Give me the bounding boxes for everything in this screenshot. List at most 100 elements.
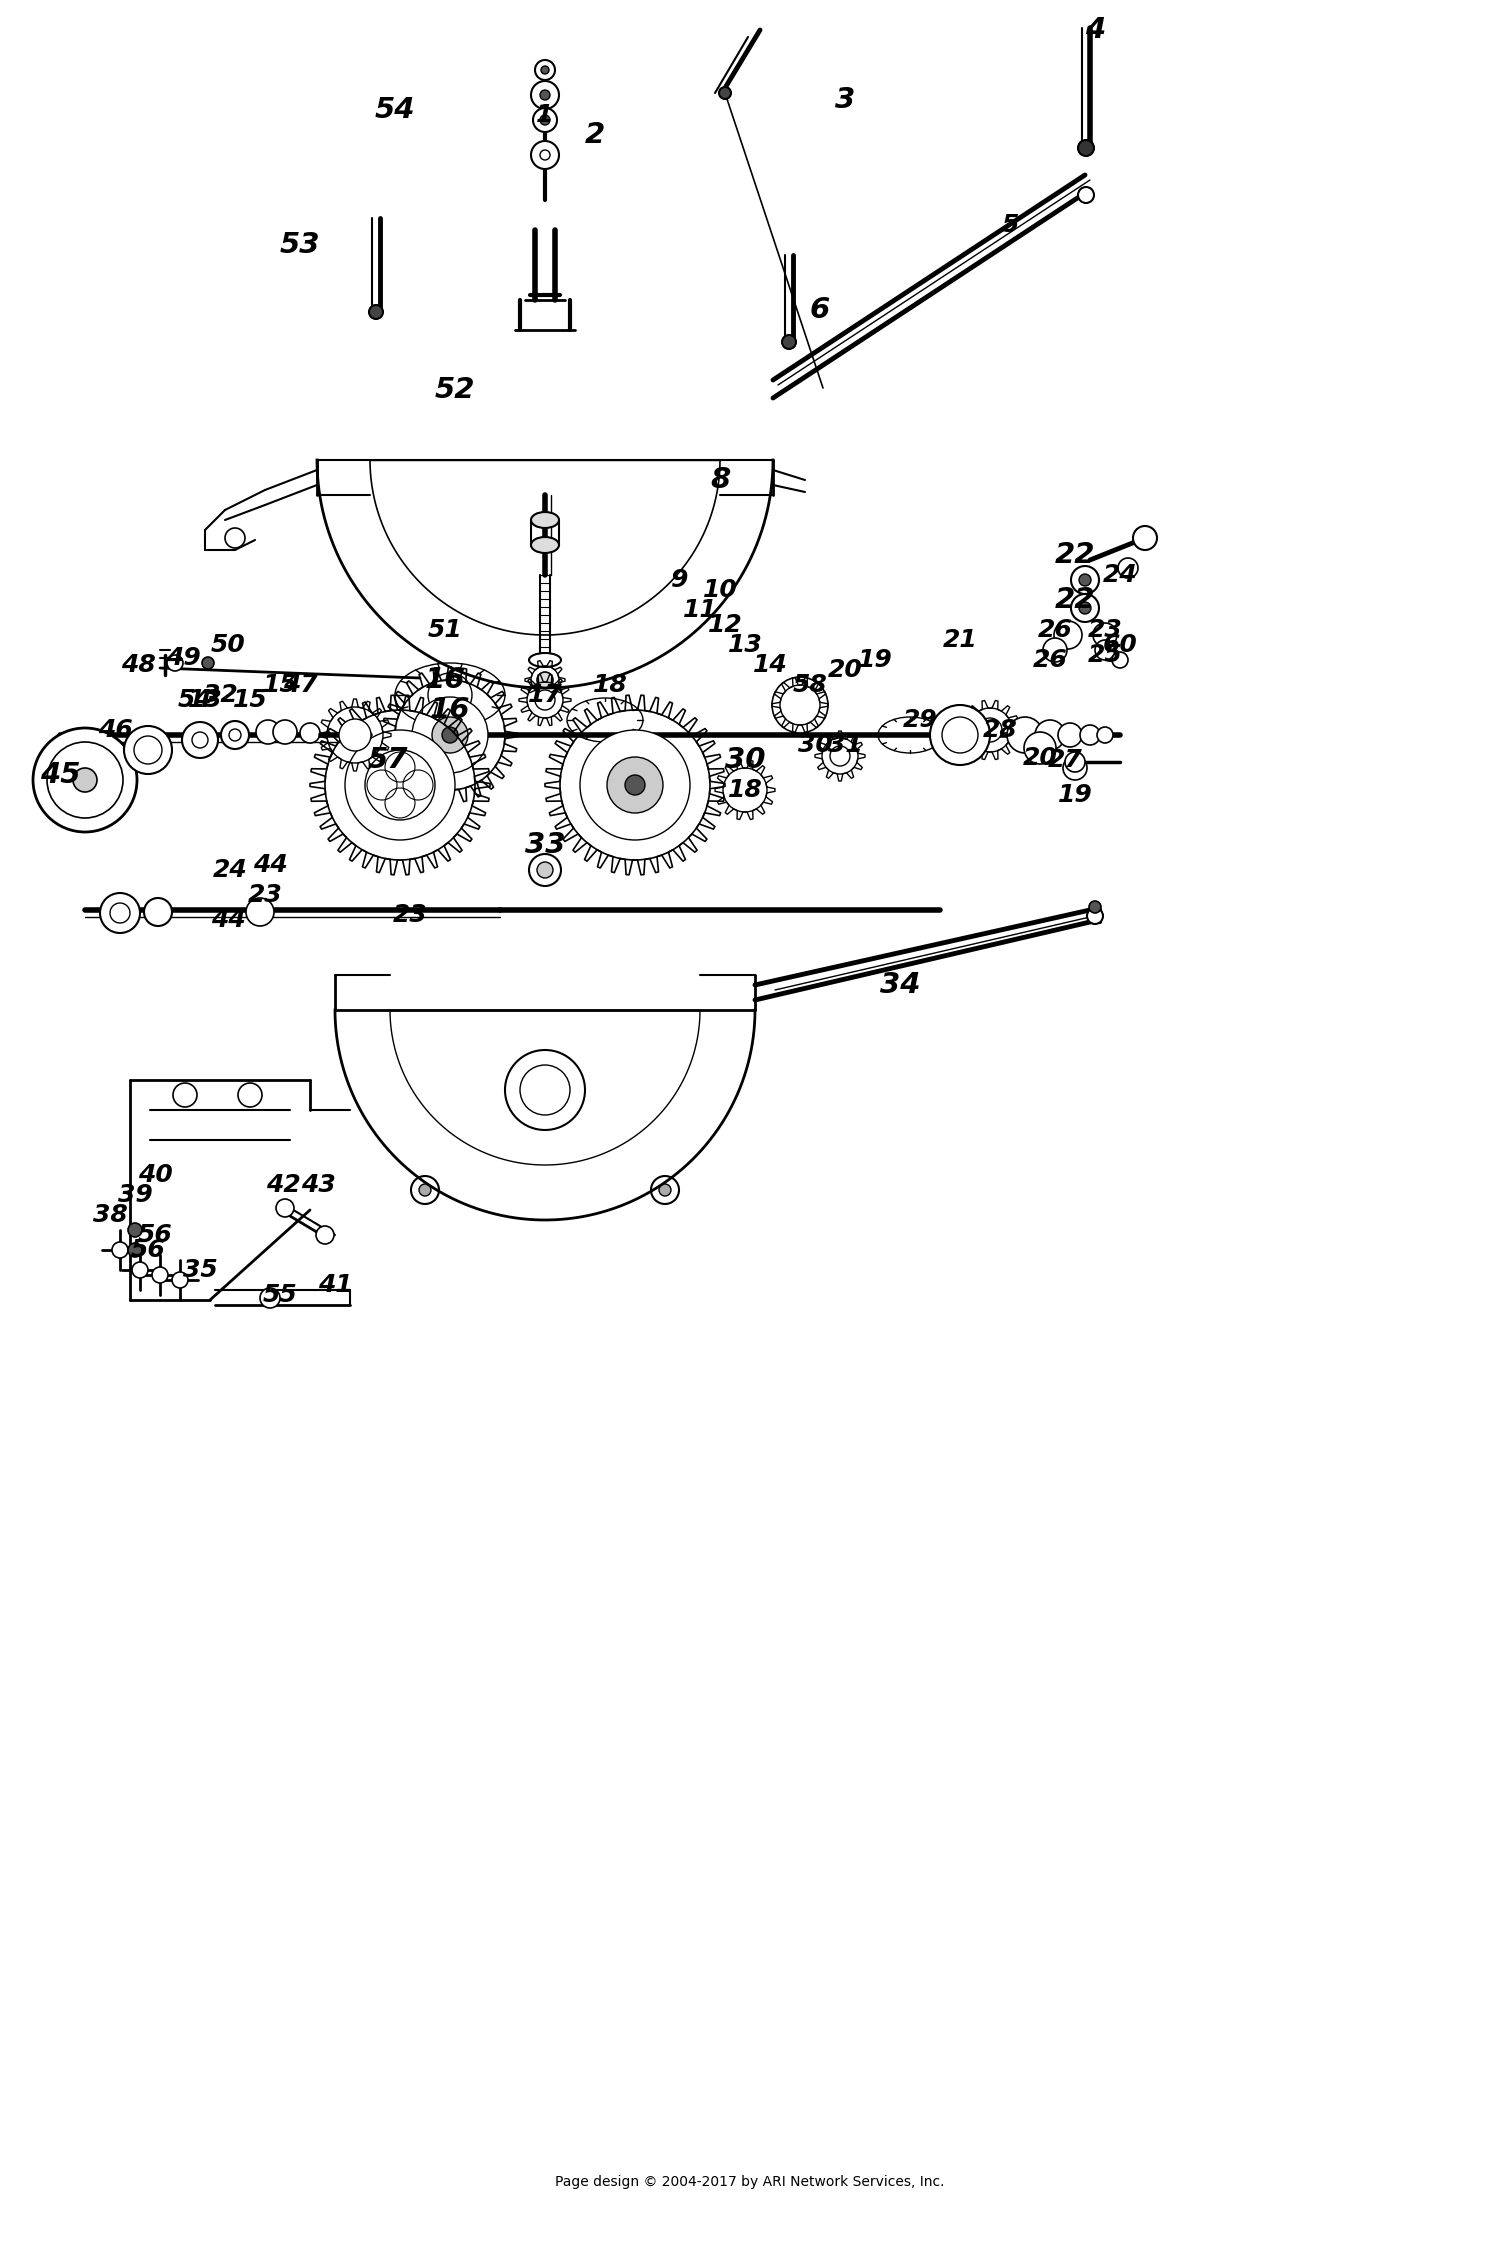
Circle shape (651, 1177, 680, 1204)
Circle shape (1024, 731, 1056, 765)
Text: 23: 23 (393, 904, 427, 926)
Text: 58: 58 (792, 673, 828, 697)
Circle shape (540, 114, 550, 126)
Text: 10: 10 (702, 578, 738, 603)
Ellipse shape (531, 511, 560, 529)
Circle shape (1078, 574, 1090, 585)
Circle shape (345, 731, 454, 841)
Text: 54: 54 (177, 688, 213, 713)
Text: 30: 30 (798, 733, 832, 758)
Circle shape (246, 899, 274, 926)
Text: 13: 13 (728, 632, 762, 657)
Circle shape (128, 1222, 142, 1238)
Circle shape (132, 1262, 148, 1278)
Text: 20: 20 (1023, 747, 1058, 769)
Text: 50: 50 (210, 632, 246, 657)
Circle shape (1078, 603, 1090, 614)
Circle shape (300, 722, 320, 742)
Text: 57: 57 (368, 747, 408, 773)
Circle shape (432, 717, 468, 753)
Text: 29: 29 (903, 708, 938, 731)
Circle shape (658, 1184, 670, 1195)
Text: 56: 56 (138, 1222, 172, 1247)
Text: 12: 12 (708, 612, 742, 637)
Circle shape (1078, 186, 1094, 204)
Circle shape (542, 65, 549, 74)
Circle shape (772, 677, 828, 733)
Circle shape (531, 81, 560, 110)
Text: 35: 35 (183, 1258, 218, 1282)
Text: 51: 51 (427, 619, 462, 641)
Text: 31: 31 (828, 733, 862, 758)
Text: 23: 23 (248, 883, 282, 908)
Text: 3: 3 (836, 85, 855, 114)
Text: 22: 22 (1054, 540, 1095, 569)
Text: 1: 1 (537, 103, 554, 128)
Circle shape (1080, 724, 1100, 744)
Text: 56: 56 (130, 1238, 165, 1262)
Circle shape (369, 305, 382, 318)
Text: 44: 44 (210, 908, 246, 933)
Text: 38: 38 (93, 1204, 128, 1226)
Circle shape (1096, 726, 1113, 742)
Circle shape (74, 769, 98, 791)
Circle shape (260, 1287, 280, 1307)
Circle shape (608, 758, 663, 814)
Circle shape (1054, 621, 1082, 648)
Circle shape (532, 108, 556, 132)
Circle shape (1132, 527, 1156, 549)
Circle shape (1007, 717, 1042, 753)
Circle shape (1064, 756, 1088, 780)
Circle shape (1088, 908, 1102, 924)
Circle shape (220, 722, 249, 749)
Text: 19: 19 (858, 648, 892, 673)
Circle shape (1095, 639, 1114, 659)
Circle shape (1112, 652, 1128, 668)
Circle shape (112, 1242, 128, 1258)
Text: 15: 15 (262, 673, 297, 697)
Circle shape (238, 1083, 262, 1108)
Text: 42: 42 (266, 1173, 300, 1197)
Circle shape (1058, 722, 1082, 747)
Circle shape (782, 334, 796, 350)
Circle shape (506, 1049, 585, 1130)
Text: 43: 43 (300, 1173, 336, 1197)
Ellipse shape (531, 538, 560, 554)
Circle shape (536, 61, 555, 81)
Text: 47: 47 (282, 673, 318, 697)
Text: 48: 48 (120, 652, 156, 677)
Circle shape (1035, 720, 1065, 751)
Circle shape (256, 720, 280, 744)
Circle shape (202, 657, 214, 668)
Text: 16: 16 (424, 666, 465, 695)
Text: 26: 26 (1032, 648, 1068, 673)
Text: 30: 30 (724, 747, 765, 773)
Text: 33: 33 (525, 832, 566, 859)
Circle shape (413, 697, 488, 773)
Circle shape (276, 1199, 294, 1217)
Circle shape (124, 726, 172, 773)
Circle shape (172, 1083, 196, 1108)
Text: 5: 5 (1002, 213, 1019, 238)
Circle shape (540, 90, 550, 101)
Text: 24: 24 (213, 859, 248, 881)
Circle shape (536, 691, 555, 711)
Text: 46: 46 (98, 717, 132, 742)
Text: 16: 16 (429, 695, 471, 724)
Text: 27: 27 (1047, 749, 1083, 771)
Circle shape (530, 854, 561, 886)
Text: 32: 32 (202, 684, 237, 706)
Text: 39: 39 (117, 1184, 153, 1206)
Ellipse shape (530, 652, 561, 668)
Text: 55: 55 (262, 1282, 297, 1307)
Circle shape (531, 141, 560, 168)
Circle shape (419, 1184, 430, 1195)
Text: 8: 8 (710, 466, 730, 493)
Circle shape (33, 729, 136, 832)
Text: 49: 49 (165, 646, 201, 670)
Text: 2: 2 (585, 121, 604, 148)
Text: 25: 25 (1088, 643, 1122, 668)
Text: 14: 14 (753, 652, 788, 677)
Circle shape (152, 1267, 168, 1282)
Text: 22: 22 (1054, 585, 1095, 614)
